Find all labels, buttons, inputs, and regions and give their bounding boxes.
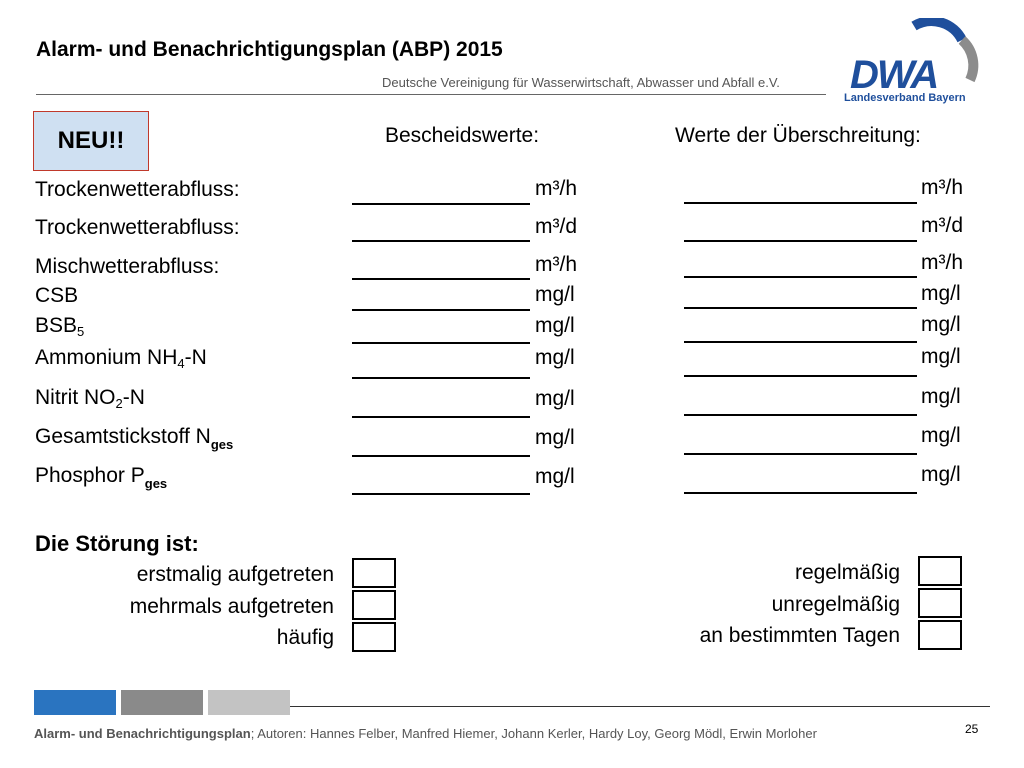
row-label-nitrit: Nitrit NO2-N: [35, 386, 145, 411]
logo-wordmark: DWA: [850, 53, 937, 97]
option-label-erstmalig: erstmalig aufgetreten: [136, 563, 334, 586]
blank-line-bescheid[interactable]: [352, 278, 530, 280]
unit-label: mg/l: [535, 426, 575, 449]
unit-label: mg/l: [921, 385, 961, 408]
header-divider: [36, 94, 826, 95]
disruption-heading: Die Störung ist:: [35, 531, 199, 556]
blank-line-werte[interactable]: [684, 492, 917, 494]
footer-bar-gray: [121, 690, 203, 715]
blank-line-werte[interactable]: [684, 276, 917, 278]
subscript: 4: [177, 356, 185, 371]
logo-caption: Landesverband Bayern: [844, 92, 966, 104]
row-label-trockenwetter-d: Trockenwetterabfluss:: [35, 216, 240, 239]
checkbox-mehrmals[interactable]: [352, 590, 396, 620]
row-label-phosphor: Phosphor Pges: [35, 464, 168, 491]
blank-line-bescheid[interactable]: [352, 455, 530, 457]
slide-title: Alarm- und Benachrichtigungsplan (ABP) 2…: [36, 38, 503, 61]
checkbox-bestimmte-tage[interactable]: [918, 620, 962, 650]
blank-line-bescheid[interactable]: [352, 493, 530, 495]
subscript: ges: [210, 437, 234, 452]
option-label-haeufig: häufig: [276, 626, 334, 649]
subscript: ges: [144, 476, 168, 491]
new-badge: NEU!!: [33, 111, 149, 171]
unit-label: mg/l: [921, 463, 961, 486]
footer-authors: ; Autoren: Hannes Felber, Manfred Hiemer…: [250, 726, 817, 741]
unit-label: mg/l: [535, 387, 575, 410]
blank-line-bescheid[interactable]: [352, 416, 530, 418]
row-label-bsb5: BSB5: [35, 314, 85, 339]
unit-label: mg/l: [535, 314, 575, 337]
footer-credits: Alarm- und Benachrichtigungsplan; Autore…: [34, 726, 817, 741]
unit-label: m³/h: [921, 176, 963, 199]
unit-label: mg/l: [921, 282, 961, 305]
checkbox-regelmaessig[interactable]: [918, 556, 962, 586]
subscript: 2: [115, 396, 123, 411]
footer-bar-blue: [34, 690, 116, 715]
checkbox-unregelmaessig[interactable]: [918, 588, 962, 618]
blank-line-werte[interactable]: [684, 202, 917, 204]
unit-label: m³/h: [535, 177, 577, 200]
option-label-regelmaessig: regelmäßig: [794, 561, 900, 584]
blank-line-werte[interactable]: [684, 375, 917, 377]
blank-line-werte[interactable]: [684, 307, 917, 309]
blank-line-bescheid[interactable]: [352, 342, 530, 344]
logo-arc-gray: [958, 36, 979, 83]
unit-label: m³/h: [535, 253, 577, 276]
row-label-trockenwetter-h: Trockenwetterabfluss:: [35, 178, 240, 201]
unit-label: mg/l: [535, 346, 575, 369]
blank-line-werte[interactable]: [684, 414, 917, 416]
checkbox-erstmalig[interactable]: [352, 558, 396, 588]
blank-line-bescheid[interactable]: [352, 203, 530, 205]
subscript: 5: [77, 324, 85, 339]
unit-label: mg/l: [921, 345, 961, 368]
row-label-csb: CSB: [35, 284, 79, 307]
footer-title: Alarm- und Benachrichtigungsplan: [34, 726, 251, 741]
blank-line-bescheid[interactable]: [352, 240, 530, 242]
blank-line-werte[interactable]: [684, 240, 917, 242]
unit-label: mg/l: [535, 465, 575, 488]
unit-label: mg/l: [921, 313, 961, 336]
column-heading-ueberschreitung: Werte der Überschreitung:: [675, 124, 921, 147]
footer-divider: [290, 706, 990, 707]
row-label-ammonium: Ammonium NH4-N: [35, 346, 207, 371]
blank-line-bescheid[interactable]: [352, 377, 530, 379]
column-heading-bescheidswerte: Bescheidswerte:: [385, 124, 540, 147]
unit-label: mg/l: [921, 424, 961, 447]
option-label-bestimmte-tage: an bestimmten Tagen: [699, 624, 900, 647]
checkbox-haeufig[interactable]: [352, 622, 396, 652]
blank-line-werte[interactable]: [684, 453, 917, 455]
row-label-gesamtstickstoff: Gesamtstickstoff Nges: [35, 425, 234, 452]
unit-label: m³/h: [921, 251, 963, 274]
unit-label: m³/d: [535, 215, 577, 238]
logo-arc-blue: [911, 18, 967, 43]
dwa-logo: DWA: [850, 18, 979, 97]
option-label-mehrmals: mehrmals aufgetreten: [129, 595, 334, 618]
page-number: 25: [965, 722, 979, 736]
blank-line-werte[interactable]: [684, 341, 917, 343]
option-label-unregelmaessig: unregelmäßig: [771, 593, 900, 616]
footer-bar-lightgray: [208, 690, 290, 715]
unit-label: m³/d: [921, 214, 963, 237]
row-label-mischwetter: Mischwetterabfluss:: [35, 255, 220, 278]
blank-line-bescheid[interactable]: [352, 309, 530, 311]
organization-subtitle: Deutsche Vereinigung für Wasserwirtschaf…: [382, 75, 780, 90]
unit-label: mg/l: [535, 283, 575, 306]
